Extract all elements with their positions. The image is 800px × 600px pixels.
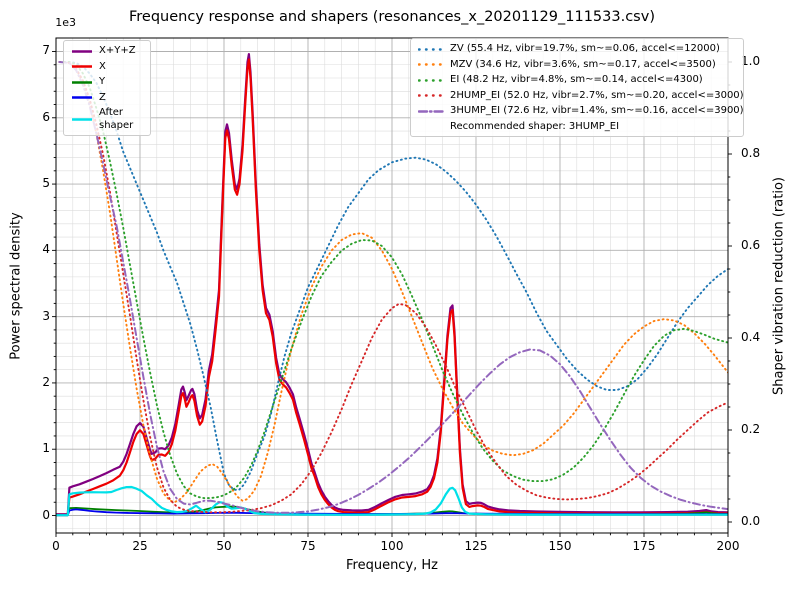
legend-item-ei: EI (48.2 Hz, vibr=4.8%, sm~=0.14, accel<… bbox=[418, 74, 736, 87]
y-left-tick-label: 3 bbox=[42, 308, 50, 323]
y-axis-left-label: Power spectral density bbox=[8, 212, 24, 360]
legend-item-y: Y bbox=[71, 76, 143, 89]
y-right-tick-label: 0.4 bbox=[741, 330, 761, 344]
legend-item-z: Z bbox=[71, 92, 143, 105]
legend-label-mzv: MZV (34.6 Hz, vibr=3.6%, sm~=0.17, accel… bbox=[450, 58, 716, 70]
legend-label-zv: ZV (55.4 Hz, vibr=19.7%, sm~=0.06, accel… bbox=[450, 43, 720, 54]
x-tick-label: 25 bbox=[132, 539, 148, 553]
y-right-tick-label: 0.2 bbox=[741, 422, 761, 436]
x-tick-label: 100 bbox=[380, 539, 404, 553]
legend-label-3hump-ei: 3HUMP_EI (72.6 Hz, vibr=1.4%, sm~=0.16, … bbox=[450, 105, 744, 116]
legend-swatch-mzv bbox=[418, 63, 444, 66]
x-tick-label: 75 bbox=[300, 539, 316, 553]
legend-recommendation: Recommended shaper: 3HUMP_EI bbox=[418, 121, 736, 134]
y-left-tick-label: 5 bbox=[42, 176, 50, 191]
chart-title: Frequency response and shapers (resonanc… bbox=[129, 9, 655, 25]
legend-label-x: X bbox=[99, 60, 106, 72]
y-left-tick-label: 0 bbox=[42, 507, 50, 522]
x-tick-label: 0 bbox=[52, 539, 60, 553]
legend-swatch-zv bbox=[418, 48, 444, 51]
y-left-tick-label: 1 bbox=[42, 441, 50, 456]
legend-label-xyz: X+Y+Z bbox=[99, 45, 136, 56]
legend-shapers: ZV (55.4 Hz, vibr=19.7%, sm~=0.06, accel… bbox=[410, 38, 744, 137]
y-right-tick-label: 0.6 bbox=[741, 238, 761, 252]
x-tick-label: 175 bbox=[632, 539, 656, 553]
x-tick-label: 150 bbox=[548, 539, 572, 553]
x-axis-label: Frequency, Hz bbox=[345, 558, 439, 573]
legend-label-z: Z bbox=[99, 91, 106, 103]
y-left-tick-label: 4 bbox=[42, 242, 50, 257]
legend-swatch-xyz bbox=[72, 50, 92, 53]
y-axis-offset-text: 1e3 bbox=[55, 16, 76, 29]
y-right-tick-label: 0.0 bbox=[741, 514, 761, 528]
x-tick-label: 50 bbox=[216, 539, 232, 553]
legend-item-2hump-ei: 2HUMP_EI (52.0 Hz, vibr=2.7%, sm~=0.20, … bbox=[418, 90, 744, 103]
legend-label-after-shaper: After shaper bbox=[99, 107, 134, 131]
y-right-tick-label: 0.8 bbox=[741, 146, 761, 160]
y-left-tick-label: 7 bbox=[42, 43, 50, 58]
legend-item-xyz: X+Y+Z bbox=[71, 45, 143, 58]
legend-swatch-3hump-ei bbox=[418, 110, 444, 113]
legend-swatch-2hump-ei bbox=[418, 94, 444, 97]
legend-item-3hump-ei: 3HUMP_EI (72.6 Hz, vibr=1.4%, sm~=0.16, … bbox=[418, 105, 744, 118]
legend-swatch-after-shaper bbox=[72, 118, 92, 121]
y-right-tick-label: 1.0 bbox=[741, 54, 761, 68]
legend-item-after-shaper: After shaper bbox=[71, 107, 143, 132]
recommended-shaper-text: Recommended shaper: 3HUMP_EI bbox=[450, 120, 620, 132]
legend-label-ei: EI (48.2 Hz, vibr=4.8%, sm~=0.14, accel<… bbox=[450, 74, 703, 85]
legend-item-zv: ZV (55.4 Hz, vibr=19.7%, sm~=0.06, accel… bbox=[418, 43, 736, 56]
x-tick-label: 200 bbox=[716, 539, 740, 553]
legend-psd: X+Y+Z X Y Z After shaper bbox=[63, 40, 151, 136]
legend-swatch-x bbox=[72, 65, 92, 68]
legend-swatch-z bbox=[72, 96, 92, 99]
legend-swatch-ei bbox=[418, 79, 444, 82]
legend-label-y: Y bbox=[99, 76, 106, 87]
legend-item-x: X bbox=[71, 61, 143, 74]
legend-item-mzv: MZV (34.6 Hz, vibr=3.6%, sm~=0.17, accel… bbox=[418, 59, 736, 72]
legend-label-2hump-ei: 2HUMP_EI (52.0 Hz, vibr=2.7%, sm~=0.20, … bbox=[450, 89, 744, 101]
y-left-tick-label: 6 bbox=[42, 109, 50, 124]
y-left-tick-label: 2 bbox=[42, 374, 50, 389]
legend-swatch-y bbox=[72, 81, 92, 84]
y-axis-right-label: Shaper vibration reduction (ratio) bbox=[771, 177, 787, 395]
x-tick-label: 125 bbox=[464, 539, 488, 553]
